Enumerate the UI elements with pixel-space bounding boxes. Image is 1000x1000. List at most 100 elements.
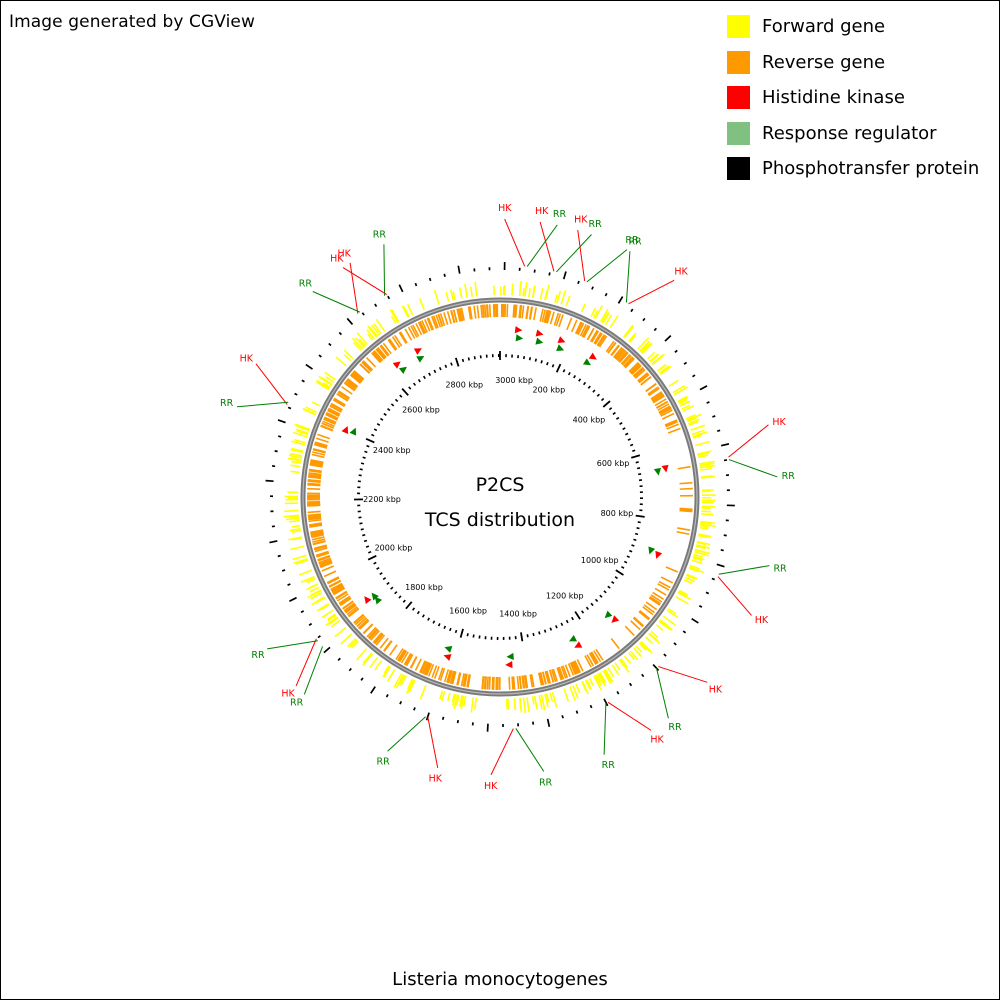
outer-mark: [706, 401, 710, 404]
forward-gene: [687, 418, 700, 425]
forward-gene: [677, 591, 692, 601]
outer-mark: [720, 443, 730, 447]
forward-gene: [623, 655, 632, 664]
legend-item-response-regulator: Response regulator: [727, 116, 979, 152]
forward-gene: [699, 464, 716, 469]
reverse-gene: [446, 311, 452, 324]
hk-arrow: [364, 596, 372, 604]
reverse-gene: [415, 322, 423, 336]
rr-arrow: [653, 467, 662, 476]
forward-gene: [698, 533, 712, 538]
rr-callout-line: [515, 728, 545, 772]
hk-label: HK: [484, 781, 498, 792]
reverse-gene: [589, 652, 598, 665]
forward-gene: [433, 289, 440, 305]
rr-arrow: [568, 634, 578, 642]
minor-tick: [373, 428, 378, 432]
reverse-gene: [314, 443, 327, 449]
forward-gene: [393, 673, 403, 688]
reverse-gene: [623, 356, 634, 367]
forward-gene: [692, 434, 702, 439]
reverse-gene: [323, 416, 337, 424]
forward-gene: [291, 440, 306, 446]
reverse-gene: [469, 306, 473, 320]
reverse-gene: [427, 663, 435, 677]
hk-label: HK: [240, 354, 254, 365]
reverse-gene: [595, 648, 604, 661]
reverse-gene: [586, 327, 595, 341]
reverse-gene: [309, 524, 323, 528]
outer-mark: [716, 563, 725, 568]
hk-label: HK: [337, 249, 351, 260]
reverse-gene: [358, 618, 369, 629]
minor-tick: [637, 521, 641, 524]
reverse-gene: [344, 603, 356, 613]
backbone-highlight: [302, 299, 698, 695]
forward-gene: [699, 463, 709, 467]
forward-gene: [675, 595, 689, 605]
forward-gene: [672, 384, 686, 394]
reverse-gene: [379, 345, 389, 357]
reverse-gene: [404, 328, 413, 341]
forward-gene: [449, 289, 455, 301]
forward-gene: [701, 505, 716, 508]
reverse-gene: [308, 517, 322, 521]
reverse-gene: [399, 331, 408, 344]
reverse-gene: [459, 308, 464, 322]
forward-gene: [647, 351, 656, 360]
reverse-gene: [511, 676, 514, 690]
forward-gene: [291, 524, 301, 528]
forward-gene: [316, 381, 330, 391]
minor-tick: [432, 620, 436, 624]
minor-tick: [565, 619, 569, 624]
generator-note: Image generated by CGView: [9, 12, 255, 32]
forward-gene: [697, 452, 710, 457]
reverse-gene: [512, 304, 515, 318]
reverse-gene: [645, 601, 658, 611]
minor-tick: [555, 625, 558, 629]
reverse-gene: [417, 321, 425, 335]
reverse-gene: [514, 304, 518, 318]
forward-gene: [362, 653, 374, 667]
reverse-gene: [450, 310, 455, 324]
minor-tick: [623, 560, 628, 564]
reverse-gene: [571, 661, 578, 675]
outer-mark: [441, 716, 445, 720]
reverse-gene: [605, 340, 615, 353]
outer-mark: [717, 429, 721, 432]
reverse-gene: [349, 374, 361, 384]
rr-label: RR: [299, 278, 313, 289]
minor-tick: [590, 602, 594, 607]
reverse-gene: [307, 503, 321, 506]
minor-tick: [437, 623, 441, 627]
reverse-gene: [437, 667, 444, 681]
forward-gene: [400, 675, 407, 687]
forward-gene: [366, 329, 375, 340]
reverse-gene: [638, 373, 650, 384]
reverse-gene: [431, 665, 438, 678]
rr-label: RR: [782, 471, 796, 482]
reverse-gene: [564, 664, 571, 678]
forward-gene: [290, 545, 305, 551]
forward-gene: [668, 379, 679, 388]
reverse-gene: [659, 406, 672, 415]
reverse-gene: [308, 472, 322, 476]
legend-item-phosphotransfer-protein: Phosphotransfer protein: [727, 151, 979, 187]
reverse-gene: [331, 584, 344, 592]
reverse-gene: [620, 353, 631, 365]
forward-gene: [655, 624, 664, 631]
forward-gene: [681, 404, 691, 410]
reverse-gene: [558, 666, 565, 680]
reverse-gene: [506, 304, 509, 318]
hk-arrow: [655, 550, 663, 559]
outer-mark: [616, 691, 620, 695]
rr-label: RR: [602, 760, 616, 771]
forward-gene: [369, 326, 379, 337]
reverse-gene: [338, 390, 350, 399]
reverse-gene: [484, 676, 488, 690]
tick-label: 1600 kbp: [449, 607, 487, 616]
hk-label: HK: [330, 253, 344, 264]
hk-callout-line: [295, 638, 317, 687]
reverse-gene: [607, 342, 617, 354]
hk-label: HK: [429, 774, 443, 785]
